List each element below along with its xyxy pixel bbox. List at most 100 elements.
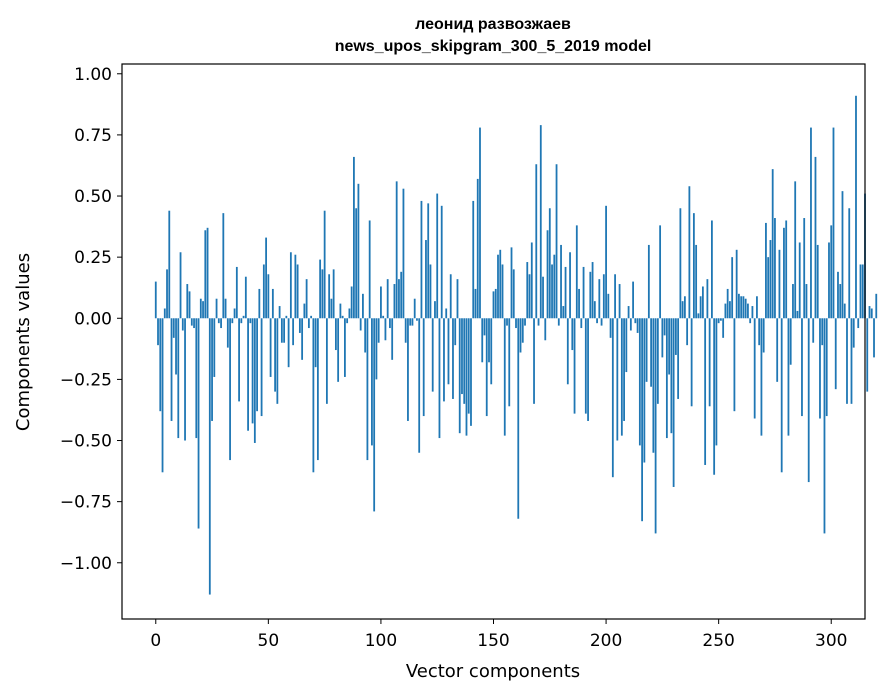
x-tick-label: 200 xyxy=(590,631,622,651)
x-axis-label: Vector components xyxy=(406,661,580,682)
bar-71 xyxy=(314,318,317,368)
bar-32 xyxy=(226,318,229,348)
bar-267 xyxy=(756,296,758,319)
bar-314 xyxy=(861,264,864,319)
bar-3 xyxy=(161,318,164,473)
bar-282 xyxy=(789,318,792,365)
x-tick-label: 250 xyxy=(702,631,734,651)
bar-285 xyxy=(796,310,799,319)
bar-33 xyxy=(229,318,231,461)
bar-105 xyxy=(391,318,394,360)
bar-276 xyxy=(776,318,779,382)
bar-279 xyxy=(783,227,785,319)
bar-47 xyxy=(260,318,263,417)
bar-75 xyxy=(323,210,326,319)
bar-211 xyxy=(629,318,632,331)
bar-48 xyxy=(262,264,265,319)
bar-82 xyxy=(339,303,342,319)
bar-256 xyxy=(731,257,734,319)
bar-191 xyxy=(584,318,587,414)
bar-235 xyxy=(683,296,686,319)
bar-243 xyxy=(701,286,704,319)
bar-201 xyxy=(607,293,610,319)
bar-86 xyxy=(348,308,351,319)
bar-44 xyxy=(253,318,256,443)
bar-148 xyxy=(488,318,490,363)
bar-116 xyxy=(416,318,418,321)
bar-194 xyxy=(591,262,594,319)
bar-226 xyxy=(663,318,666,336)
bar-227 xyxy=(665,318,668,439)
bar-24 xyxy=(208,318,211,595)
bar-62 xyxy=(294,254,297,319)
bar-61 xyxy=(292,318,295,346)
bar-49 xyxy=(265,237,267,319)
bar-261 xyxy=(742,296,745,319)
bar-232 xyxy=(677,318,680,399)
y-tick-label: 0.50 xyxy=(74,187,112,207)
bar-88 xyxy=(353,156,355,319)
bar-316 xyxy=(866,318,869,392)
bar-155 xyxy=(503,318,506,436)
bar-81 xyxy=(337,318,340,382)
bar-84 xyxy=(344,318,346,377)
bar-95 xyxy=(368,220,371,319)
bar-20 xyxy=(199,298,202,319)
bar-176 xyxy=(551,264,553,319)
bar-259 xyxy=(738,293,740,319)
bar-153 xyxy=(499,249,502,319)
bar-268 xyxy=(758,318,761,346)
bar-144 xyxy=(479,127,481,319)
bar-207 xyxy=(620,318,623,436)
bar-60 xyxy=(289,252,292,319)
bar-112 xyxy=(407,318,409,421)
bar-83 xyxy=(341,315,344,319)
bar-147 xyxy=(485,318,488,417)
bar-9 xyxy=(175,318,177,375)
bar-247 xyxy=(711,220,713,319)
bar-65 xyxy=(301,318,304,360)
x-tick-label: 50 xyxy=(258,631,280,651)
bar-25 xyxy=(211,318,213,421)
bar-238 xyxy=(690,318,693,407)
bar-45 xyxy=(256,318,258,412)
y-tick-label: −0.25 xyxy=(60,370,112,390)
bar-31 xyxy=(224,298,227,319)
bar-39 xyxy=(242,315,245,319)
bar-175 xyxy=(548,208,551,319)
bar-177 xyxy=(553,254,556,319)
bar-169 xyxy=(535,164,538,319)
bar-296 xyxy=(821,318,824,346)
bar-179 xyxy=(557,318,560,326)
bar-150 xyxy=(492,291,495,319)
bar-295 xyxy=(819,318,821,419)
bar-250 xyxy=(717,318,720,324)
bar-145 xyxy=(481,318,484,363)
bar-217 xyxy=(643,318,646,463)
bar-304 xyxy=(839,284,842,319)
bar-244 xyxy=(704,318,707,465)
bar-90 xyxy=(357,183,360,319)
bar-190 xyxy=(582,266,585,319)
bar-35 xyxy=(233,308,236,319)
bar-140 xyxy=(470,318,472,426)
bar-143 xyxy=(476,178,479,319)
bar-303 xyxy=(837,271,839,319)
bar-301 xyxy=(832,127,835,319)
bar-297 xyxy=(823,318,826,534)
bar-72 xyxy=(316,318,319,461)
bar-216 xyxy=(641,318,643,522)
bar-151 xyxy=(494,288,497,319)
bar-8 xyxy=(172,318,175,338)
bar-106 xyxy=(393,284,396,319)
bar-183 xyxy=(566,318,569,385)
y-tick-label: 0.00 xyxy=(74,309,112,329)
bar-93 xyxy=(364,318,367,353)
bar-42 xyxy=(249,318,252,324)
bar-101 xyxy=(382,315,385,319)
bar-209 xyxy=(625,318,628,373)
bar-271 xyxy=(765,222,767,319)
bar-73 xyxy=(319,259,322,319)
bar-77 xyxy=(328,274,331,319)
bar-277 xyxy=(778,249,781,319)
